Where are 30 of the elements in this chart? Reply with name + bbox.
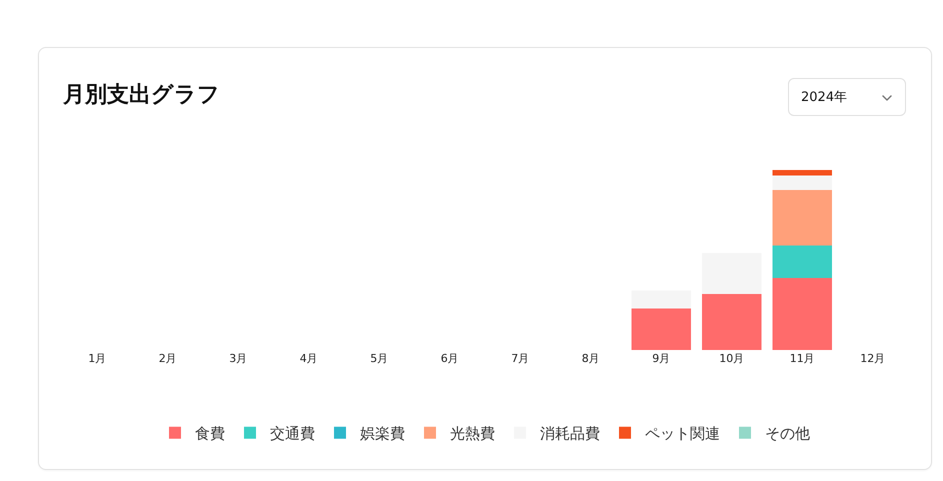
bar xyxy=(772,170,832,176)
x-tick-label: 11月 xyxy=(790,352,815,365)
legend-label: 消耗品費 xyxy=(540,424,600,443)
bar xyxy=(702,294,762,350)
x-tick-label: 10月 xyxy=(719,352,744,365)
x-tick-label: 5月 xyxy=(370,352,388,365)
bar xyxy=(772,278,832,350)
dropdown[interactable]: 2024年 xyxy=(788,78,906,116)
x-tick-label: 7月 xyxy=(511,352,530,365)
bar xyxy=(631,308,692,350)
x-tick-label: 1月 xyxy=(88,352,106,365)
bar xyxy=(772,175,832,190)
x-tick-label: 4月 xyxy=(300,352,318,365)
x-tick-label: 2月 xyxy=(158,352,177,365)
legend-label: その他 xyxy=(765,424,810,443)
bar xyxy=(772,190,832,246)
x-tick-label: 8月 xyxy=(582,352,600,365)
x-tick-label: 9月 xyxy=(652,352,670,365)
bar xyxy=(772,246,832,278)
chart-title: 月別支出グラフ xyxy=(62,82,220,108)
x-tick-label: 12月 xyxy=(860,352,886,365)
legend-label: ペット関連 xyxy=(645,424,720,443)
bar xyxy=(631,290,692,309)
x-tick-label: 3月 xyxy=(229,352,248,365)
legend-label: 交通費 xyxy=(270,424,315,443)
legend-label: 娯楽費 xyxy=(360,424,405,443)
legend-label: 食費 xyxy=(195,424,225,443)
legend-label: 光熱費 xyxy=(450,424,495,443)
bar xyxy=(702,252,762,294)
x-tick-label: 6月 xyxy=(440,352,459,365)
